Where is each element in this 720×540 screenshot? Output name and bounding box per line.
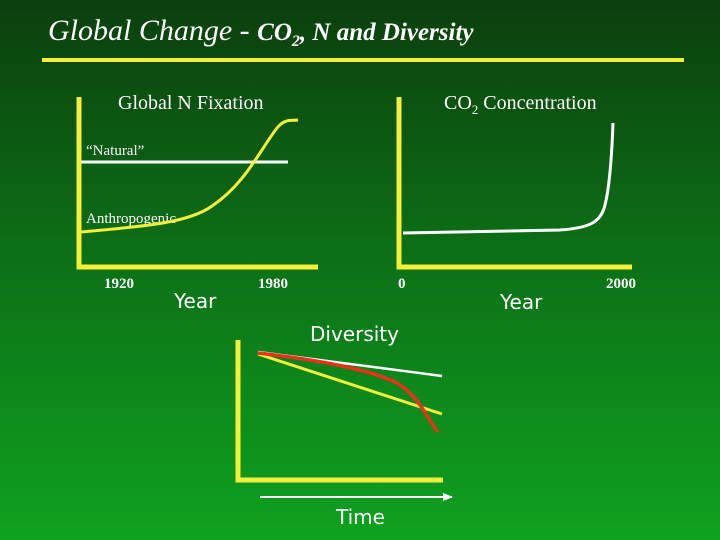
co2-x-tick-0: 0 [398,276,406,292]
co2-title: CO2 Concentration [444,92,597,117]
n-fixation-title: Global N Fixation [118,92,264,114]
title-underline [42,58,684,62]
diversity-yellow-line [257,352,443,416]
co2-x-axis-label: Year [500,290,543,314]
diversity-axes [235,340,443,483]
title-main-text: Global Change - [48,14,258,47]
slide-title: Global Change - CO2, N and Diversity [48,14,474,51]
natural-label: “Natural” [86,143,145,159]
n-x-tick-1980: 1980 [258,276,288,292]
co2-curve [402,122,615,235]
co2-axes [396,97,632,270]
diversity-red-curve [257,351,440,434]
co2-x-tick-2000: 2000 [606,276,636,292]
diversity-title: Diversity [310,322,399,346]
title-co-text: CO2, N and Diversity [257,19,474,50]
n-fixation-axes [76,97,318,270]
n-x-axis-label: Year [174,289,217,313]
anthropogenic-curve [80,118,299,234]
n-x-tick-1920: 1920 [104,276,134,292]
diversity-x-axis-label: Time [336,505,385,529]
